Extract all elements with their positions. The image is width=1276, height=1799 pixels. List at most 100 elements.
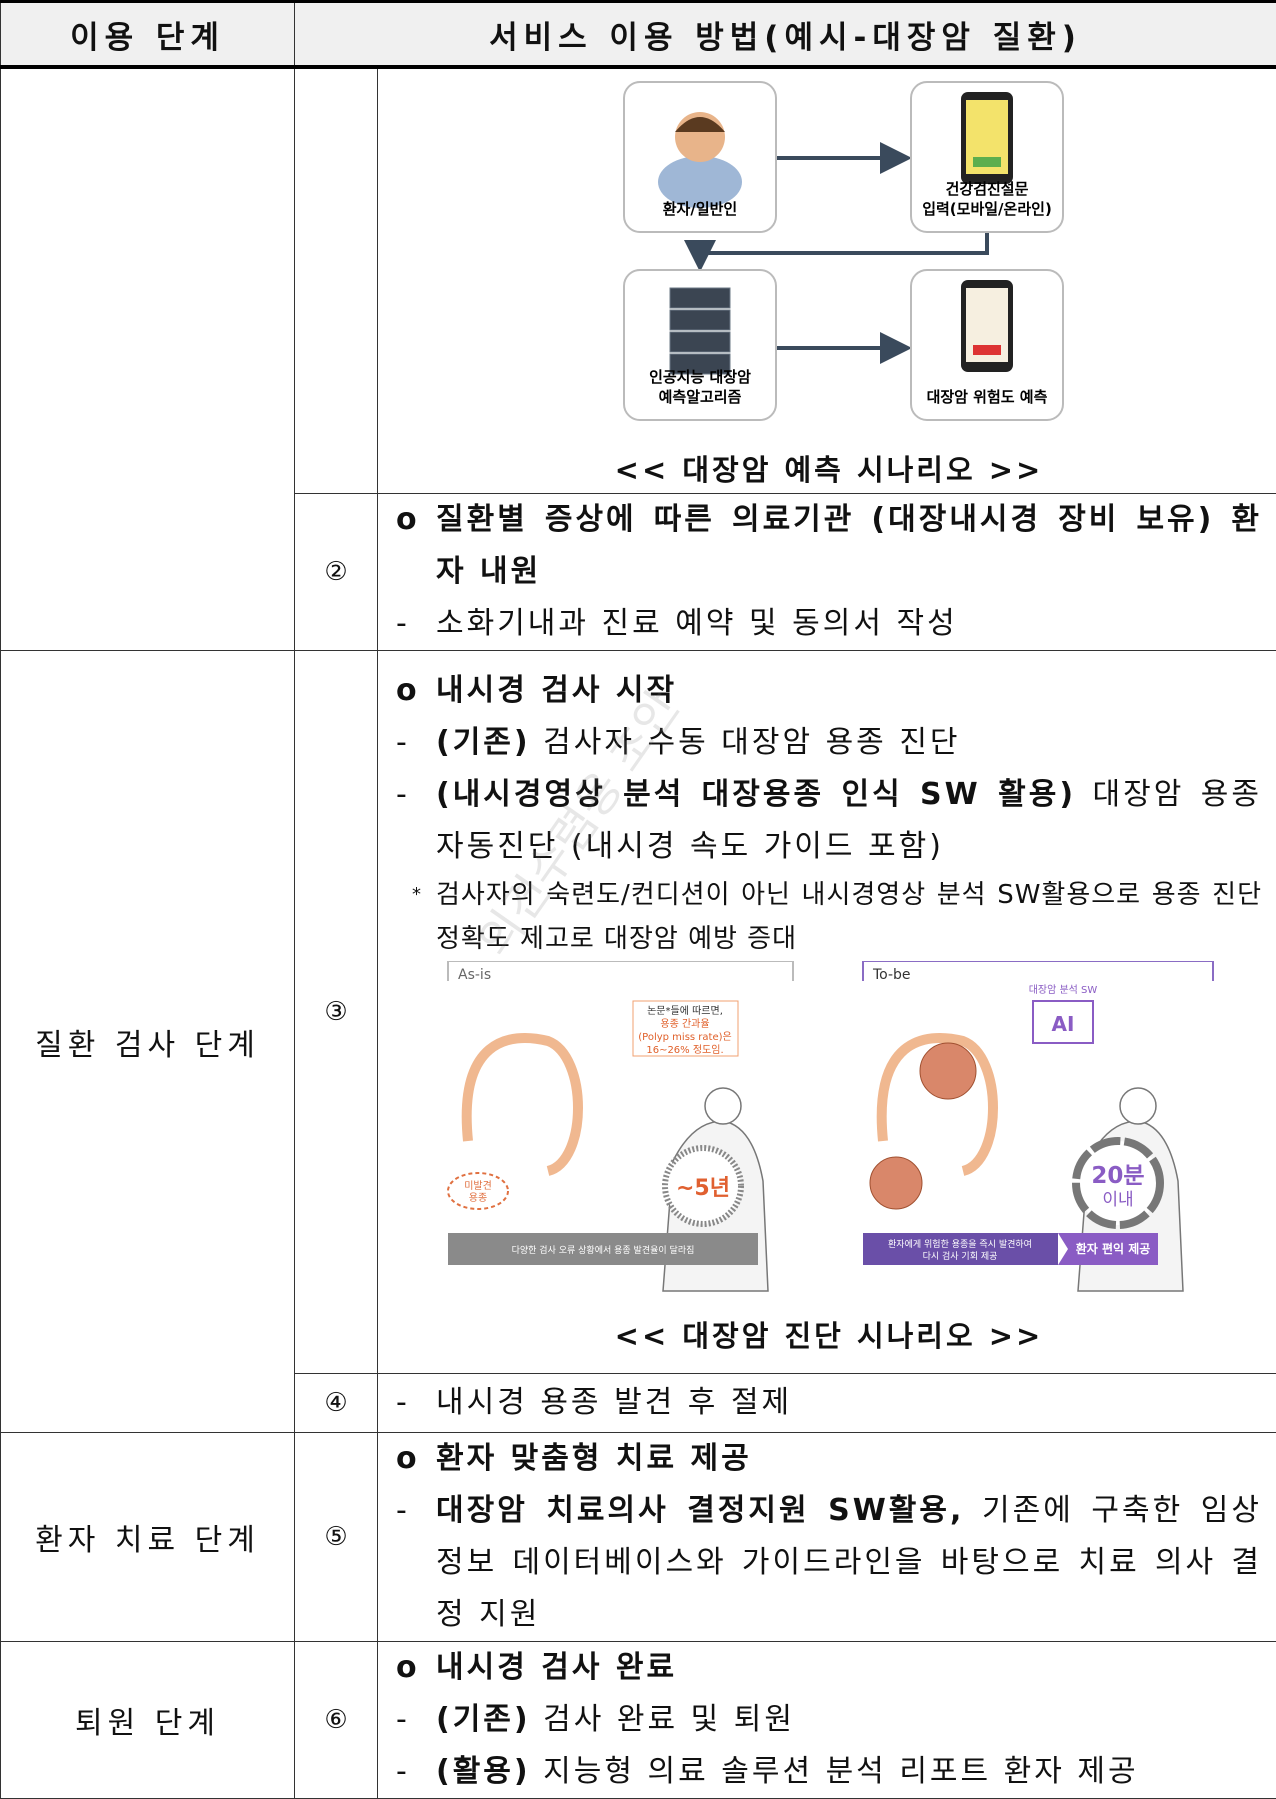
- panel-label: As-is: [458, 967, 491, 983]
- item-marker: o: [396, 494, 436, 598]
- item-marker: o: [396, 1433, 436, 1485]
- item-text: (기존) 검사 완료 및 퇴원: [436, 1694, 1262, 1746]
- row-number: ④: [324, 1388, 347, 1418]
- benefit-label: 환자 편익 제공: [1076, 1241, 1151, 1256]
- header-cell: 이용 단계: [1, 2, 295, 68]
- stage-cell: 퇴원 단계: [1, 1642, 295, 1799]
- item-strong: (내시경영상 분석 대장용종 인식 SW 활용): [436, 777, 1076, 812]
- item-marker: *: [412, 873, 436, 961]
- item-strong: (기존): [436, 1702, 531, 1737]
- node-label: 건강검진설문: [946, 180, 1029, 198]
- item-text: 내시경 검사 완료: [436, 1642, 1262, 1694]
- figure-caption: << 대장암 예측 시나리오 >>: [396, 447, 1262, 493]
- item-body: 검사 완료 및 퇴원: [543, 1702, 795, 1737]
- row-number: ⑤: [324, 1522, 347, 1552]
- item-marker: -: [396, 1694, 436, 1746]
- number-cell: [295, 67, 378, 494]
- item-text: 소화기내과 진료 예약 및 동의서 작성: [436, 598, 1262, 650]
- doctor-head: [705, 1088, 741, 1124]
- panel-label: To-be: [872, 967, 911, 983]
- item-marker: o: [396, 665, 436, 717]
- note-text: 용종 간과율: [660, 1018, 709, 1030]
- number-cell: ③: [295, 651, 378, 1374]
- item-strong: (활용): [436, 1754, 531, 1789]
- time-value: 20분: [1091, 1163, 1144, 1189]
- doctor-head: [1120, 1088, 1156, 1124]
- item-marker: -: [396, 1485, 436, 1641]
- panel-frame: [863, 961, 1213, 981]
- item-body: 지능형 의료 솔루션 분석 리포트 환자 제공: [543, 1754, 1138, 1789]
- item-marker: -: [396, 769, 436, 873]
- item-text: 환자 맞춤형 치료 제공: [436, 1433, 1262, 1485]
- stage-cell: [1, 67, 295, 651]
- item-text: (활용) 지능형 의료 솔루션 분석 리포트 환자 제공: [436, 1746, 1262, 1798]
- item-marker: o: [396, 1642, 436, 1694]
- item-text: 내시경 용종 발견 후 절제: [436, 1377, 1262, 1429]
- sw-label: 대장암 분석 SW: [1029, 984, 1098, 996]
- panel-frame: [448, 961, 793, 981]
- list-item: -소화기내과 진료 예약 및 동의서 작성: [396, 598, 1262, 650]
- missed-label: 미발견: [464, 1180, 492, 1192]
- item-strong: 대장암 치료의사 결정지원 SW활용,: [436, 1493, 964, 1528]
- time-value: 이내: [1102, 1190, 1133, 1210]
- list-item: -대장암 치료의사 결정지원 SW활용, 기존에 구축한 임상 정보 데이터베이…: [396, 1485, 1262, 1641]
- banner-text: 다시 검사 기회 제공: [923, 1250, 998, 1262]
- row-number: ⑥: [324, 1705, 347, 1735]
- stage-cell: 질환 검사 단계: [1, 651, 295, 1433]
- item-marker: -: [396, 1746, 436, 1798]
- node-label: 환자/일반인: [663, 200, 737, 218]
- stage-label: 질환 검사 단계: [35, 1028, 260, 1063]
- item-text: (기존) 검사자 수동 대장암 용종 진단: [436, 717, 1262, 769]
- node-label: 입력(모바일/온라인): [922, 200, 1052, 218]
- polyp-view: [920, 1043, 976, 1099]
- item-text: 대장암 치료의사 결정지원 SW활용, 기존에 구축한 임상 정보 데이터베이스…: [436, 1485, 1262, 1641]
- list-item: -(기존) 검사 완료 및 퇴원: [396, 1694, 1262, 1746]
- figure-caption: << 대장암 진단 시나리오 >>: [396, 1313, 1262, 1359]
- list-item: -내시경 용종 발견 후 절제: [396, 1377, 1262, 1429]
- item-marker: -: [396, 1377, 436, 1429]
- server-unit: [670, 288, 730, 308]
- item-strong: 환자 맞춤형 치료 제공: [436, 1441, 752, 1476]
- header-row: 이용 단계 서비스 이용 방법(예시-대장암 질환): [1, 2, 1276, 68]
- number-cell: ⑤: [295, 1433, 378, 1642]
- item-strong: 내시경 검사 완료: [436, 1650, 677, 1685]
- node-label: 대장암 위험도 예측: [927, 388, 1048, 406]
- item-strong: (기존): [436, 725, 531, 760]
- item-marker: -: [396, 717, 436, 769]
- item-body: 내시경 용종 발견 후 절제: [436, 1385, 792, 1420]
- header-cell: 서비스 이용 방법(예시-대장암 질환): [295, 2, 1276, 68]
- content-cell: -내시경 용종 발견 후 절제: [378, 1374, 1276, 1433]
- polyp-view: [870, 1157, 922, 1209]
- phone-button: [973, 157, 1001, 167]
- row-number: ②: [324, 557, 347, 587]
- number-cell: ④: [295, 1374, 378, 1433]
- arrow: [700, 232, 987, 264]
- item-text: 내시경 검사 시작: [436, 665, 1262, 717]
- list-item: -(기존) 검사자 수동 대장암 용종 진단: [396, 717, 1262, 769]
- banner-text: 다양한 검사 오류 상황에서 용종 발견율이 달라짐: [512, 1244, 695, 1256]
- missed-label: 용종: [469, 1192, 487, 1204]
- phone-button: [973, 345, 1001, 355]
- server-unit: [670, 332, 730, 352]
- note-text: 16~26% 정도임.: [646, 1043, 723, 1056]
- server-unit: [670, 310, 730, 330]
- item-marker: -: [396, 598, 436, 650]
- note-text: 논문*들에 따르면,: [647, 1005, 723, 1017]
- number-cell: ⑥: [295, 1642, 378, 1799]
- banner-text: 환자에게 위험한 용종을 즉시 발견하여: [888, 1238, 1032, 1250]
- item-body: 소화기내과 진료 예약 및 동의서 작성: [436, 606, 958, 641]
- stage-label: 퇴원 단계: [75, 1706, 220, 1741]
- node-label: 예측알고리즘: [659, 388, 742, 406]
